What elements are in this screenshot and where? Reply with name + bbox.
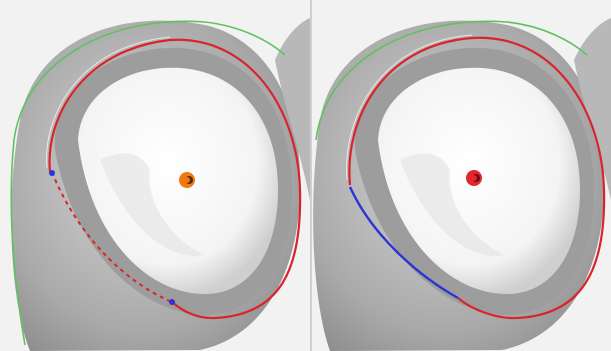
scan-boundary-line xyxy=(315,20,588,141)
margin-line[interactable] xyxy=(348,36,606,320)
center-marker-icon[interactable] xyxy=(466,170,482,186)
tooth-scan-left[interactable] xyxy=(0,0,310,351)
adjacent-tooth xyxy=(275,18,310,200)
floor-shading xyxy=(100,153,205,257)
tooth-scan-right[interactable] xyxy=(312,0,611,351)
scan-boundary-line-lower xyxy=(10,139,26,346)
view-divider xyxy=(310,0,312,351)
margin-line[interactable] xyxy=(48,38,302,320)
margin-highlight xyxy=(46,36,171,169)
preparation-floor xyxy=(78,67,278,295)
control-point-start[interactable] xyxy=(49,170,55,176)
dashed-segment[interactable] xyxy=(51,171,173,303)
scan-boundary-line xyxy=(13,20,286,141)
margin-highlight xyxy=(346,34,473,181)
center-marker-icon[interactable] xyxy=(179,172,195,188)
floor-shading xyxy=(400,153,505,257)
viewport-right[interactable] xyxy=(312,0,611,351)
control-point-end[interactable] xyxy=(169,299,175,305)
adjacent-tooth xyxy=(574,18,611,200)
viewport-left[interactable] xyxy=(0,0,310,351)
edited-segment[interactable] xyxy=(348,186,459,300)
